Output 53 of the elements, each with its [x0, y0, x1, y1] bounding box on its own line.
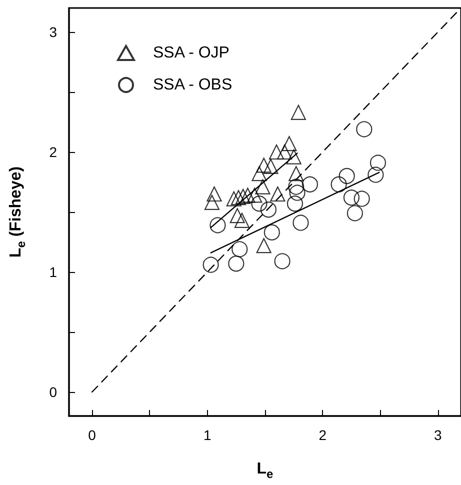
- legend-label: SSA - OJP: [153, 44, 230, 62]
- x-tick-label: 3: [434, 427, 442, 443]
- point: [292, 214, 309, 231]
- point: [356, 121, 372, 138]
- point: [368, 166, 384, 183]
- point: [204, 194, 220, 210]
- point: [255, 179, 270, 194]
- point: [206, 186, 222, 202]
- point: [286, 149, 302, 164]
- point: [230, 208, 245, 224]
- point: [270, 186, 286, 202]
- x-tick-label: 2: [318, 427, 327, 443]
- point: [260, 202, 277, 218]
- point: [226, 191, 242, 206]
- point: [268, 144, 284, 160]
- point: [251, 196, 268, 212]
- y-tick-label: 3: [49, 24, 58, 40]
- y-axis-title: Le (Fisheye): [8, 166, 28, 258]
- point: [343, 190, 360, 206]
- point: [274, 253, 290, 270]
- x-tick-label: 1: [203, 427, 212, 443]
- point: [263, 158, 278, 174]
- point: [288, 178, 304, 195]
- point: [282, 136, 297, 152]
- point: [346, 205, 363, 222]
- legend-label: SSA - OBS: [153, 76, 232, 94]
- y-tick-label: 1: [49, 264, 58, 280]
- point: [228, 256, 244, 272]
- point: [330, 176, 347, 192]
- point: [252, 166, 267, 182]
- point: [370, 154, 386, 171]
- point: [338, 168, 355, 184]
- point: [354, 190, 370, 207]
- point: [234, 212, 250, 228]
- point: [210, 217, 226, 234]
- point: [202, 256, 219, 273]
- point: [302, 176, 318, 192]
- point: [277, 144, 292, 160]
- x-tick-label: 0: [88, 427, 96, 443]
- y-tick-label: 0: [49, 384, 58, 400]
- point: [256, 238, 272, 254]
- point: [264, 224, 280, 240]
- y-tick-label: 2: [49, 144, 58, 160]
- point: [256, 158, 272, 173]
- point: [290, 104, 306, 120]
- point: [230, 190, 246, 206]
- point: [288, 166, 304, 182]
- point: [232, 241, 248, 258]
- point: [286, 196, 304, 212]
- point: [240, 188, 256, 203]
- point: [289, 184, 306, 201]
- point: [247, 188, 262, 203]
- point: [236, 188, 251, 204]
